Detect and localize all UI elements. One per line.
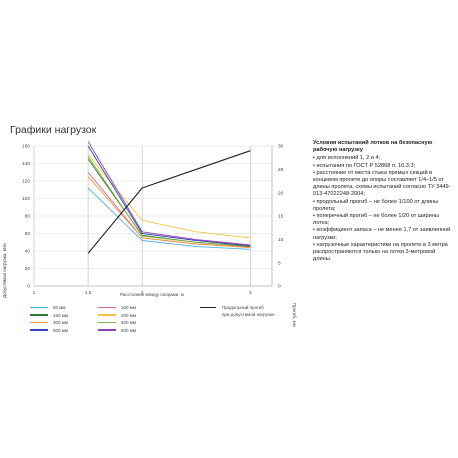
y-tick-label: 40 — [25, 249, 31, 255]
legend-item: 150 мм — [30, 312, 68, 319]
x-tick-label: 3 — [249, 290, 252, 296]
conditions-item: • нагрузочные характеристики на пролете … — [313, 241, 448, 263]
y-tick-label: 120 — [22, 179, 30, 185]
legend-label: 200 мм — [121, 312, 136, 318]
legend-swatch — [98, 321, 116, 324]
series-line-1 — [87, 172, 251, 248]
y2-tick-label: 30 — [278, 144, 284, 150]
series-line-7 — [87, 141, 251, 246]
legend-item: 100 мм — [98, 304, 136, 311]
conditions-item: • расстояние от места стыка прямых секци… — [313, 169, 451, 198]
y2-tick-label: 15 — [278, 214, 284, 220]
legend-item: 500 мм — [30, 327, 68, 334]
y2-axis-title: Прогиб, мм — [292, 303, 297, 327]
y-tick-label: 100 — [22, 196, 30, 202]
legend-label: 150 мм — [53, 312, 68, 318]
y-tick-label: 140 — [22, 161, 30, 167]
legend-item: 600 мм — [98, 327, 136, 334]
test-conditions: Условия испытаний лотков на безопасную р… — [313, 140, 453, 263]
y-tick-label: 160 — [22, 144, 30, 150]
legend-item: 50 мм — [30, 304, 65, 311]
legend-label: при допустимой нагрузке — [222, 312, 275, 317]
y2-tick-label: 5 — [278, 260, 281, 266]
chart-legend: 50 мм 100 мм 150 мм 200 мм 300 мм 400 мм 500 м… — [30, 304, 275, 338]
x-axis-label: Расстояние между опорами, м — [120, 292, 184, 297]
series-line-deflection — [87, 150, 251, 254]
y-tick-label: 60 — [25, 231, 31, 237]
series-line-4 — [87, 176, 251, 248]
y2-tick-label: 0 — [278, 284, 281, 290]
y-axis-title: Допустимая нагрузка, кг/м — [2, 243, 7, 298]
conditions-item: • продольный прогиб – не более 1/100 от … — [313, 198, 439, 212]
series-line-6 — [87, 145, 251, 247]
x-tick-label: 2 — [141, 290, 144, 296]
legend-swatch — [30, 321, 48, 324]
conditions-item: • поперечный прогиб – не более 1/20 от ш… — [313, 213, 439, 227]
legend-swatch — [30, 314, 48, 316]
y2-tick-label: 10 — [278, 237, 284, 243]
legend-swatch — [98, 329, 116, 331]
page-title: Графики нагрузок — [10, 124, 97, 136]
y-tick-label: 80 — [25, 214, 31, 220]
legend-swatch — [30, 306, 48, 309]
chart: 0 20 40 60 80 100 120 140 160 0 5 10 15 20 25 30 1 1.5 2 3 — [0, 140, 300, 340]
legend-item: 300 мм — [30, 319, 68, 326]
y2-tick-label: 20 — [278, 190, 284, 196]
legend-label: 100 мм — [121, 305, 136, 310]
series-line-0 — [87, 187, 251, 250]
series-line-5 — [87, 156, 251, 247]
legend-label: 50 мм — [53, 305, 66, 310]
y-tick-label: 20 — [25, 266, 31, 272]
legend-label: 500 мм — [53, 327, 68, 333]
chart-svg: 0 20 40 60 80 100 120 140 160 0 5 10 15 20 25 30 1 1.5 2 3 — [22, 141, 284, 296]
x-tick-label: 1.5 — [85, 290, 92, 296]
legend-label: 400 мм — [121, 320, 136, 325]
legend-swatch — [98, 306, 116, 309]
legend-item: 400 мм — [98, 319, 136, 326]
legend-swatch — [30, 329, 48, 331]
conditions-item: • испытания по ГОСТ Р 52868 п. 10.3.3; — [313, 162, 416, 169]
legend-label: Продольный прогиб — [222, 305, 264, 310]
legend-label: 600 мм — [121, 327, 136, 333]
series-line-3 — [87, 154, 251, 239]
legend-swatch — [98, 314, 116, 316]
y2-tick-label: 25 — [278, 167, 284, 173]
legend-item: 200 мм — [98, 312, 136, 319]
legend-swatch — [200, 307, 216, 309]
conditions-title: Условия испытаний лотков на безопасную р… — [313, 140, 433, 154]
conditions-item: • коэффициент запаса – не менее 1,7 от з… — [313, 227, 451, 241]
legend-label: 300 мм — [53, 320, 68, 325]
x-tick-label: 1 — [33, 290, 36, 296]
conditions-item: • для исполнений 1, 2 и 4; — [313, 155, 381, 162]
y-tick-label: 0 — [27, 284, 30, 290]
